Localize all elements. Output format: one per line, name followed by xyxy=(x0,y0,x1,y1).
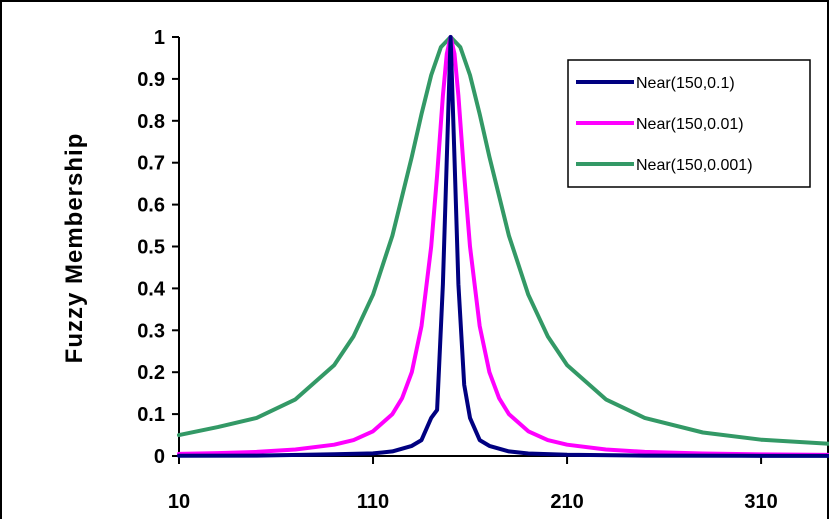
y-tick-label: 0.9 xyxy=(137,69,165,91)
y-tick-label: 0.7 xyxy=(137,153,165,175)
y-tick-label: 1 xyxy=(154,27,165,49)
legend-entry-3: Near(150,0.001) xyxy=(636,157,753,174)
y-tick-label: 0.4 xyxy=(137,278,166,300)
y-tick-label: 0.1 xyxy=(137,404,165,426)
legend: Near(150,0.1) Near(150,0.01) Near(150,0.00… xyxy=(567,59,811,188)
x-tick-label: 110 xyxy=(357,491,389,513)
legend-entry-1: Near(150,0.1) xyxy=(636,75,735,92)
legend-entry-2: Near(150,0.01) xyxy=(636,116,744,133)
y-tick-label: 0.8 xyxy=(137,111,165,133)
y-tick-label: 0 xyxy=(154,446,165,468)
y-tick-label: 0.6 xyxy=(137,195,165,217)
y-axis-label: Fuzzy Membership xyxy=(61,133,88,364)
x-tick-label: 10 xyxy=(168,491,190,513)
series-line-1 xyxy=(177,35,829,458)
x-tick-label: 210 xyxy=(550,491,583,513)
y-tick-label: 0.5 xyxy=(137,237,165,259)
x-tick-label: 310 xyxy=(744,491,777,513)
y-tick-label: 0.2 xyxy=(137,362,165,384)
y-tick-label: 0.3 xyxy=(137,320,165,342)
series-line-3 xyxy=(177,35,829,446)
